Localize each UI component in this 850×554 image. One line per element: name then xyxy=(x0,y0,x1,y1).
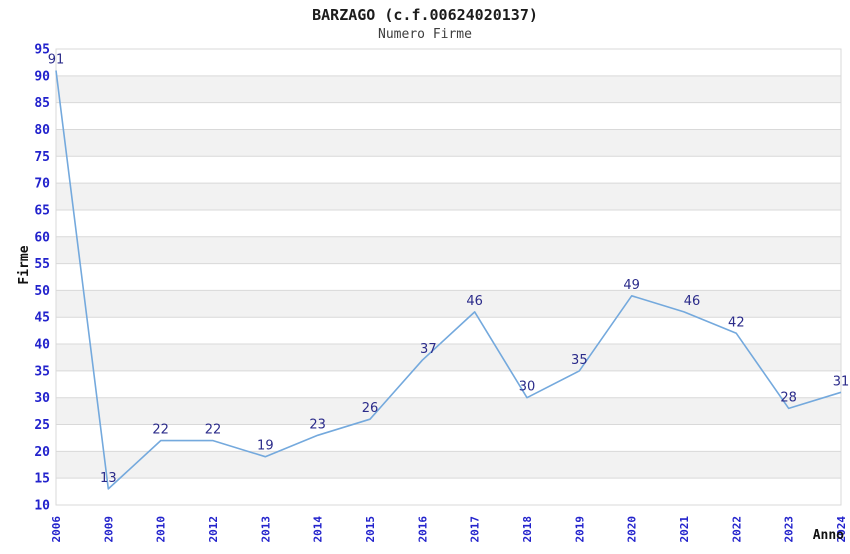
x-axis-title: Anno xyxy=(812,528,844,543)
x-tick-label: 2022 xyxy=(730,516,743,543)
x-tick-label: 2021 xyxy=(678,516,691,543)
x-tick-label: 2010 xyxy=(155,516,168,543)
y-tick-label: 95 xyxy=(34,43,50,58)
y-tick-label: 50 xyxy=(34,284,50,299)
y-tick-label: 85 xyxy=(34,96,50,111)
plot-band xyxy=(56,451,841,479)
plot-border xyxy=(55,48,842,506)
plot-band xyxy=(56,478,841,505)
plot-band xyxy=(56,183,841,210)
plot-band xyxy=(56,75,841,103)
y-tick-label: 45 xyxy=(34,311,50,326)
point-label: 19 xyxy=(257,439,274,454)
x-tick-label: 2020 xyxy=(626,516,639,543)
point-label: 30 xyxy=(519,380,536,395)
plot-band xyxy=(56,209,841,237)
y-tick-label: 20 xyxy=(34,445,50,460)
plot-band xyxy=(56,344,841,371)
y-tick-label: 65 xyxy=(34,203,50,218)
x-tick-label: 2009 xyxy=(102,516,115,543)
x-tick-label: 2019 xyxy=(573,516,586,543)
point-label: 31 xyxy=(833,374,850,389)
y-tick-label: 70 xyxy=(34,177,50,192)
x-tick-label: 2006 xyxy=(50,516,63,543)
series-line xyxy=(55,70,842,490)
y-tick-label: 80 xyxy=(34,123,50,138)
y-axis-title: Firme xyxy=(17,245,32,285)
y-tick-label: 25 xyxy=(34,418,50,433)
plot-band xyxy=(56,290,841,318)
point-label: 26 xyxy=(362,401,379,416)
chart-subtitle: Numero Firme xyxy=(378,27,472,42)
point-label: 13 xyxy=(100,471,117,486)
point-label: 28 xyxy=(780,390,797,405)
x-tick-label: 2016 xyxy=(416,516,429,543)
point-label: 23 xyxy=(309,417,326,432)
x-tick-label: 2017 xyxy=(469,516,482,543)
chart-title: BARZAGO (c.f.00624020137) xyxy=(312,6,538,24)
y-tick-label: 75 xyxy=(34,150,50,165)
plot-band xyxy=(56,129,841,157)
plot-band xyxy=(56,102,841,130)
plot-band xyxy=(56,424,841,452)
point-label: 49 xyxy=(623,278,640,293)
x-tick-label: 2024 xyxy=(835,516,848,543)
x-tick-label: 2012 xyxy=(207,516,220,543)
y-tick-label: 10 xyxy=(34,499,50,514)
point-label: 22 xyxy=(205,423,222,438)
y-tick-label: 40 xyxy=(34,338,50,353)
y-tick-label: 55 xyxy=(34,257,50,272)
y-tick-label: 60 xyxy=(34,230,50,245)
x-tick-label: 2023 xyxy=(783,516,796,543)
point-label: 46 xyxy=(466,294,483,309)
point-label: 46 xyxy=(684,294,701,309)
plot-band xyxy=(56,156,841,184)
x-tick-label: 2013 xyxy=(259,516,272,543)
point-label: 35 xyxy=(571,353,588,368)
y-tick-label: 30 xyxy=(34,391,50,406)
plot-band xyxy=(56,370,841,398)
plot-band xyxy=(56,236,841,264)
y-tick-label: 15 xyxy=(34,472,50,487)
plot-band xyxy=(56,317,841,345)
plot-band xyxy=(56,397,841,425)
point-label: 42 xyxy=(728,315,745,330)
point-label: 91 xyxy=(48,52,65,67)
y-tick-label: 90 xyxy=(34,69,50,84)
x-tick-label: 2014 xyxy=(312,516,325,543)
point-label: 37 xyxy=(420,342,437,357)
x-tick-label: 2015 xyxy=(364,516,377,543)
plot-band xyxy=(56,263,841,291)
x-tick-label: 2018 xyxy=(521,516,534,543)
plot-band xyxy=(56,49,841,76)
point-label: 22 xyxy=(152,423,169,438)
y-tick-label: 35 xyxy=(34,364,50,379)
